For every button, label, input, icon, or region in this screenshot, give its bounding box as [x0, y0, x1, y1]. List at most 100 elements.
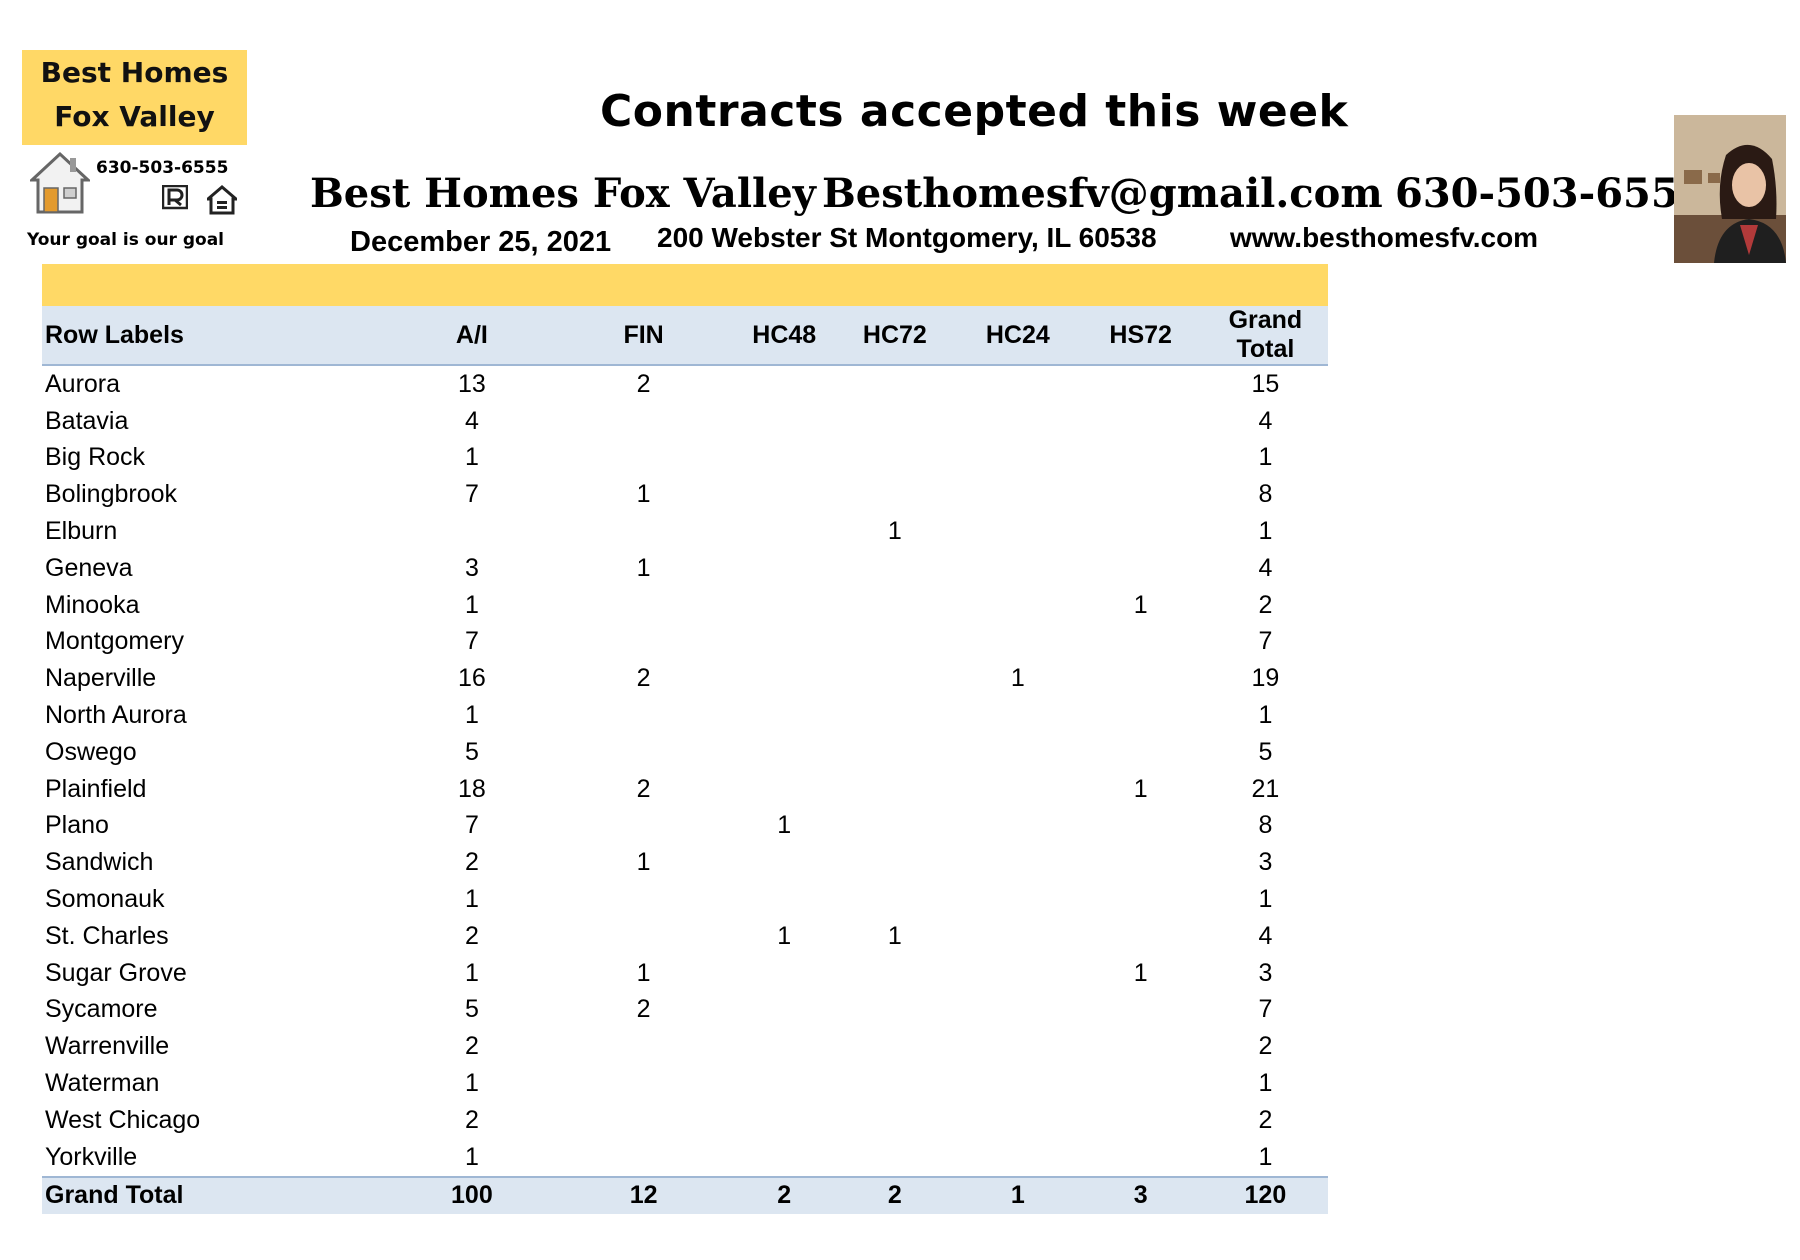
logo-tagline: Your goal is our goal — [27, 230, 224, 250]
cell-grand-total: 1 — [1258, 1142, 1273, 1171]
grand-total-row: Grand Total 100 12 2 2 1 3 120 — [42, 1176, 1328, 1215]
cell-hs72 — [1079, 844, 1203, 881]
cell-hc48 — [736, 440, 833, 477]
cell-grand-total: 3 — [1258, 958, 1273, 987]
cell-fin: 2 — [636, 774, 651, 803]
table-row: Somonauk 1 1 — [42, 881, 1328, 918]
cell-hc24 — [957, 403, 1079, 440]
cell-hc72 — [833, 1028, 957, 1065]
cell-hs72 — [1079, 660, 1203, 697]
cell-hc72: 1 — [887, 921, 902, 950]
cell-hc48 — [736, 587, 833, 624]
cell-hc72 — [833, 1139, 957, 1177]
cell-hs72: 1 — [1133, 774, 1148, 803]
cell-hc24 — [957, 808, 1079, 845]
cell-grand-total: 2 — [1258, 590, 1273, 619]
cell-fin — [551, 513, 735, 550]
cell-hs72 — [1079, 1065, 1203, 1102]
cell-ai: 3 — [464, 553, 479, 582]
cell-hc72 — [833, 734, 957, 771]
table-row: Montgomery 7 7 — [42, 624, 1328, 661]
cell-hc72 — [833, 660, 957, 697]
cell-ai: 13 — [457, 369, 486, 398]
cell-row-label: St. Charles — [45, 921, 169, 950]
table-header-row: Row Labels A/I FIN HC48 HC72 HC24 HS72 G… — [42, 306, 1328, 365]
cell-hc72 — [833, 697, 957, 734]
cell-hs72 — [1079, 1102, 1203, 1139]
cell-fin — [551, 587, 735, 624]
header-fin: FIN — [623, 320, 664, 349]
cell-fin: 1 — [636, 958, 651, 987]
cell-ai: 5 — [464, 737, 479, 766]
cell-fin — [551, 808, 735, 845]
cell-row-label: Sycamore — [45, 995, 158, 1024]
table-row: North Aurora 1 1 — [42, 697, 1328, 734]
cell-grand-total: 19 — [1251, 664, 1280, 693]
cell-row-label: Yorkville — [45, 1142, 138, 1171]
cell-row-label: Plano — [45, 811, 109, 840]
cell-hs72 — [1079, 918, 1203, 955]
logo-line-1: Best Homes — [40, 56, 229, 89]
cell-hc48: 1 — [777, 921, 792, 950]
cell-hc24 — [957, 1028, 1079, 1065]
cell-hc24: 1 — [1010, 664, 1025, 693]
cell-hc48 — [736, 1028, 833, 1065]
logo-line-2: Fox Valley — [54, 100, 215, 133]
cell-hc48 — [736, 734, 833, 771]
cell-fin — [551, 697, 735, 734]
cell-hc72: 1 — [887, 517, 902, 546]
cell-fin — [551, 881, 735, 918]
cell-ai: 4 — [464, 406, 479, 435]
table-row: Plainfield 18 2 1 21 — [42, 771, 1328, 808]
header-hc24: HC24 — [985, 320, 1050, 349]
table-row: Geneva 3 1 4 — [42, 550, 1328, 587]
cell-hs72 — [1079, 808, 1203, 845]
cell-hc48 — [736, 365, 833, 403]
total-grand: 120 — [1244, 1181, 1287, 1210]
cell-hs72 — [1079, 624, 1203, 661]
cell-grand-total: 8 — [1258, 480, 1273, 509]
cell-ai: 7 — [464, 627, 479, 656]
table-row: Elburn 1 1 — [42, 513, 1328, 550]
cell-hc48 — [736, 476, 833, 513]
cell-hc48 — [736, 1139, 833, 1177]
contact-address: 200 Webster St Montgomery, IL 60538 — [657, 222, 1157, 253]
agent-photo-image — [1674, 115, 1786, 263]
cell-row-label: Aurora — [45, 369, 121, 398]
cell-fin: 1 — [636, 553, 651, 582]
cell-ai: 1 — [464, 443, 479, 472]
contracts-table: Row Labels A/I FIN HC48 HC72 HC24 HS72 G… — [42, 306, 1328, 1215]
cell-hs72 — [1079, 1028, 1203, 1065]
cell-hc72 — [833, 440, 957, 477]
header-row-labels[interactable]: Row Labels — [45, 320, 184, 349]
contact-email[interactable]: Besthomesfv@gmail.com — [822, 170, 1383, 217]
cell-grand-total: 2 — [1258, 1032, 1273, 1061]
cell-hc24 — [957, 992, 1079, 1029]
cell-row-label: Sugar Grove — [45, 958, 187, 987]
contact-phone: 630-503-6555 — [1395, 170, 1707, 217]
company-logo: Best Homes Fox Valley 630-503-6555 Your … — [22, 50, 252, 260]
cell-row-label: Geneva — [45, 553, 133, 582]
total-hc72: 2 — [887, 1181, 902, 1210]
cell-hc72 — [833, 1065, 957, 1102]
table-row: Minooka 1 1 2 — [42, 587, 1328, 624]
cell-fin — [551, 403, 735, 440]
cell-hs72 — [1079, 992, 1203, 1029]
cell-grand-total: 1 — [1258, 885, 1273, 914]
cell-grand-total: 7 — [1258, 627, 1273, 656]
cell-grand-total: 8 — [1258, 811, 1273, 840]
table-row: Batavia 4 4 — [42, 403, 1328, 440]
cell-grand-total: 4 — [1258, 921, 1273, 950]
cell-row-label: Big Rock — [45, 443, 146, 472]
cell-hs72 — [1079, 365, 1203, 403]
table-row: Waterman 1 1 — [42, 1065, 1328, 1102]
cell-hc24 — [957, 697, 1079, 734]
total-hs72: 3 — [1133, 1181, 1148, 1210]
cell-row-label: Elburn — [45, 517, 118, 546]
contact-website[interactable]: www.besthomesfv.com — [1230, 222, 1539, 253]
logo-phone: 630-503-6555 — [96, 158, 229, 178]
cell-hs72 — [1079, 550, 1203, 587]
cell-ai: 1 — [464, 1069, 479, 1098]
cell-hs72: 1 — [1133, 590, 1148, 619]
table-row: St. Charles 2 1 1 4 — [42, 918, 1328, 955]
